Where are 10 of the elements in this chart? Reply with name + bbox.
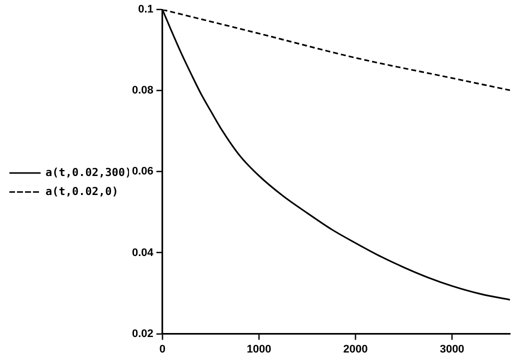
x-tick-label: 0 — [159, 343, 166, 356]
y-tick-label: 0.04 — [132, 246, 154, 259]
x-tick-label: 3000 — [440, 343, 464, 356]
y-tick-label: 0.06 — [132, 166, 154, 178]
legend-label: a(t,0.02,0) — [46, 184, 118, 198]
x-tick-label: 1000 — [246, 343, 272, 356]
y-tick-label: 0.1 — [138, 4, 154, 16]
y-tick-label: 0.02 — [132, 328, 154, 340]
y-tick-label: 0.08 — [132, 84, 154, 97]
x-tick-label: 2000 — [343, 343, 368, 356]
